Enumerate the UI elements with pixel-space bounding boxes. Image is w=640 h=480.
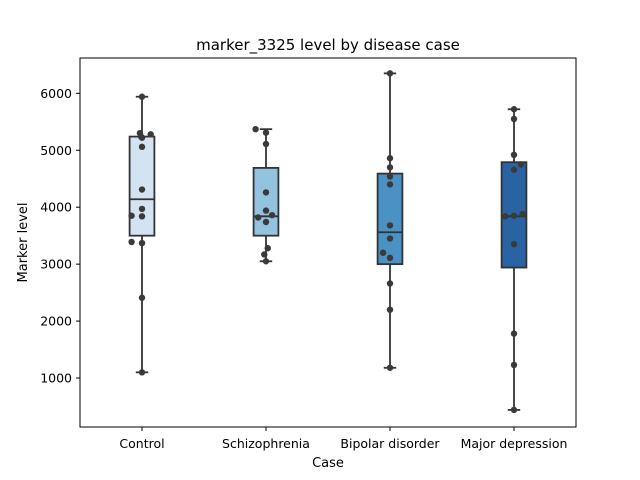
- data-point: [510, 151, 518, 159]
- swarm-points: [379, 70, 394, 371]
- box-iqr: [376, 172, 404, 266]
- y-axis-title: Marker level: [16, 203, 31, 283]
- data-point: [510, 406, 518, 414]
- data-point: [386, 155, 394, 162]
- chart-title: marker_3325 level by disease case: [196, 36, 460, 55]
- data-point: [138, 294, 146, 301]
- y-tick-label: 6000: [40, 86, 72, 101]
- y-tick-label: 1000: [40, 371, 72, 386]
- x-tick-label: Bipolar disorder: [340, 436, 440, 451]
- x-tick-label: Major depression: [461, 436, 568, 451]
- data-point: [517, 161, 525, 168]
- data-point: [252, 125, 259, 133]
- data-point: [262, 258, 270, 265]
- data-point: [262, 207, 270, 214]
- data-point: [510, 361, 518, 369]
- data-point: [386, 164, 394, 171]
- data-point: [510, 212, 518, 219]
- data-point: [138, 134, 146, 141]
- data-point: [386, 306, 394, 313]
- data-point: [262, 189, 270, 196]
- data-point: [138, 93, 146, 100]
- data-point: [262, 218, 270, 226]
- y-axis: 1000 2000 3000 4000 5000 6000: [40, 86, 80, 386]
- data-point: [510, 106, 518, 113]
- data-point: [254, 214, 262, 221]
- x-axis-title: Case: [312, 456, 344, 471]
- data-point: [138, 186, 146, 193]
- box-iqr: [252, 167, 280, 237]
- data-point: [138, 143, 146, 151]
- swarm-points: [252, 125, 276, 265]
- data-point: [128, 238, 135, 246]
- data-point: [138, 369, 146, 376]
- swarm-points: [128, 93, 154, 376]
- data-point: [386, 254, 394, 262]
- y-tick-label: 4000: [40, 200, 72, 215]
- data-point: [138, 239, 146, 247]
- y-tick-label: 2000: [40, 314, 72, 329]
- data-point: [386, 181, 394, 188]
- data-point: [502, 213, 509, 220]
- plot-area: [80, 58, 576, 427]
- box-iqr: [128, 135, 156, 237]
- data-point: [386, 70, 394, 77]
- data-point: [138, 213, 146, 220]
- data-point: [510, 330, 518, 337]
- x-tick-label: Schizophrenia: [222, 436, 310, 451]
- data-point: [128, 212, 135, 219]
- data-point: [510, 166, 518, 173]
- data-point: [379, 249, 387, 256]
- swarm-points: [502, 106, 526, 414]
- data-point: [510, 115, 518, 123]
- data-point: [138, 205, 146, 213]
- y-tick-label: 3000: [40, 257, 72, 272]
- plot-frame: [79, 57, 577, 428]
- data-point: [510, 241, 518, 248]
- data-point: [386, 364, 394, 371]
- data-point: [268, 211, 276, 219]
- y-tick-label: 5000: [40, 143, 72, 158]
- data-point: [386, 222, 394, 229]
- data-point: [386, 235, 394, 242]
- data-point: [262, 129, 270, 136]
- x-tick-label: Control: [119, 436, 164, 451]
- data-point: [262, 140, 270, 148]
- x-axis: Control Schizophrenia Bipolar disorder Majo…: [119, 427, 567, 451]
- data-point: [261, 251, 268, 258]
- data-point: [386, 280, 394, 287]
- data-point: [264, 244, 271, 252]
- data-point: [386, 173, 394, 180]
- box-group: [376, 72, 404, 369]
- data-point: [147, 131, 154, 138]
- data-point: [519, 210, 526, 218]
